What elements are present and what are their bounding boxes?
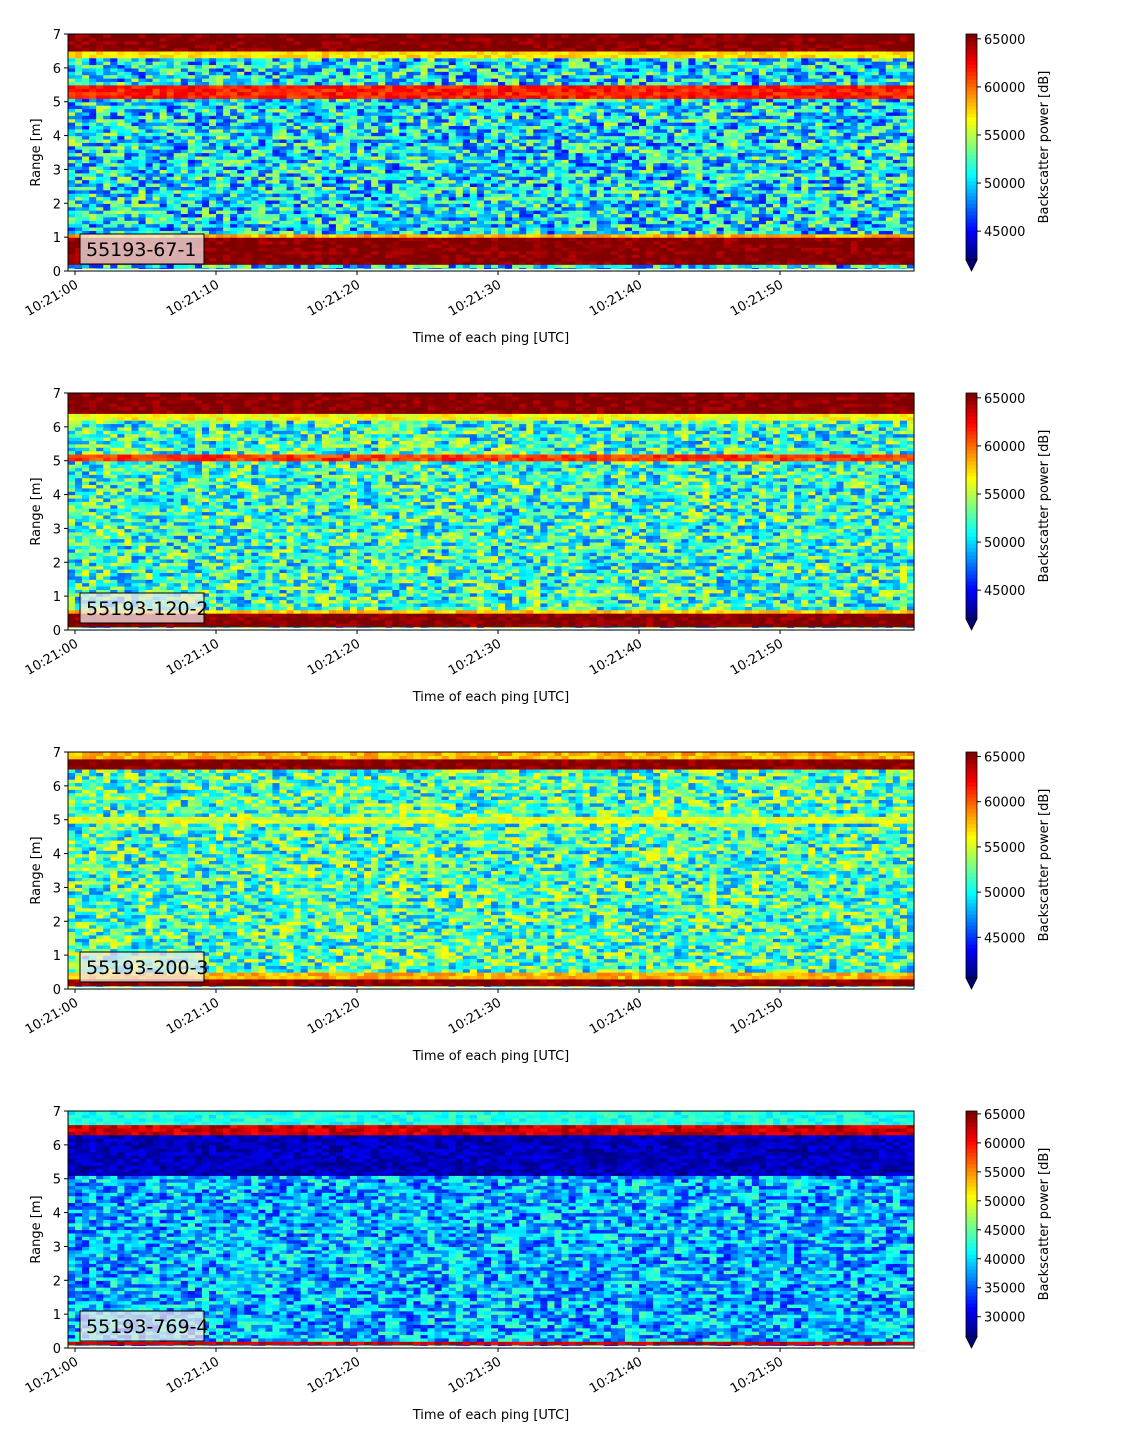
heatmap-cell [188,34,196,38]
heatmap-cell [223,34,231,38]
heatmap-cell [512,34,520,38]
heatmap-cell [336,34,344,38]
heatmap-cell [181,34,189,38]
heatmap-cell [540,34,548,38]
heatmap-cell [505,34,513,38]
heatmap-cell [428,34,436,38]
heatmap-cell [484,34,492,38]
heatmap-cell [308,34,316,38]
heatmap-cell [237,34,245,38]
heatmap-cell [491,34,499,38]
heatmap-cell [287,34,295,38]
heatmap-cell [167,34,175,38]
heatmap-cell [117,34,125,38]
heatmap-cell [301,34,309,38]
heatmap-cell [280,34,288,38]
heatmap-cell [413,34,421,38]
heatmap-cell [216,34,224,38]
heatmap-cell [477,34,485,38]
heatmap-cell [371,34,379,38]
heatmap-cell [385,34,393,38]
heatmap-cell [421,34,429,38]
heatmap-cell [435,34,443,38]
heatmap-cell [463,34,471,38]
heatmap-cell [68,34,76,38]
heatmap-cell [442,34,450,38]
heatmap-cell [124,34,132,38]
heatmap-cell [350,34,358,38]
heatmap-cell [315,34,323,38]
heatmap-cell [131,34,139,38]
heatmap-cell [258,34,266,38]
heatmap-cell [456,34,464,38]
heatmap-cell [399,34,407,38]
heatmap-cell [96,34,104,38]
heatmap-cell [153,34,161,38]
heatmap-cell [82,34,90,38]
heatmap-cell [364,34,372,38]
heatmap-cell [547,34,555,38]
heatmap-cell [392,34,400,38]
heatmap-cell [146,34,154,38]
heatmap-cell [251,34,259,38]
heatmap-cell [294,34,302,38]
heatmap-cell [195,34,203,38]
heatmap-cell [139,34,147,38]
heatmap-cell [470,34,478,38]
heatmap-cell [265,34,273,38]
heatmap-cell [103,34,111,38]
heatmap-cell [449,34,457,38]
heatmap-cell [75,34,83,38]
heatmap-cell [498,34,506,38]
heatmap-cell [202,34,210,38]
heatmap-cell [519,34,527,38]
heatmap-cell [406,34,414,38]
heatmap-cell [322,34,330,38]
heatmap-cell [89,34,97,38]
heatmap-cell [272,34,280,38]
heatmap-cell [244,34,252,38]
heatmap-cell [343,34,351,38]
heatmap-cell [160,34,168,38]
heatmap-cell [110,34,118,38]
heatmap-cell [554,34,562,38]
heatmap-cell [562,34,570,38]
heatmap-cell [533,34,541,38]
heatmap-cell [329,34,337,38]
heatmap-cell [526,34,534,38]
heatmap-cell [357,34,365,38]
heatmap-cell [230,34,238,38]
heatmap-cell [174,34,182,38]
heatmap-cell [209,34,217,38]
heatmap-cell [378,34,386,38]
